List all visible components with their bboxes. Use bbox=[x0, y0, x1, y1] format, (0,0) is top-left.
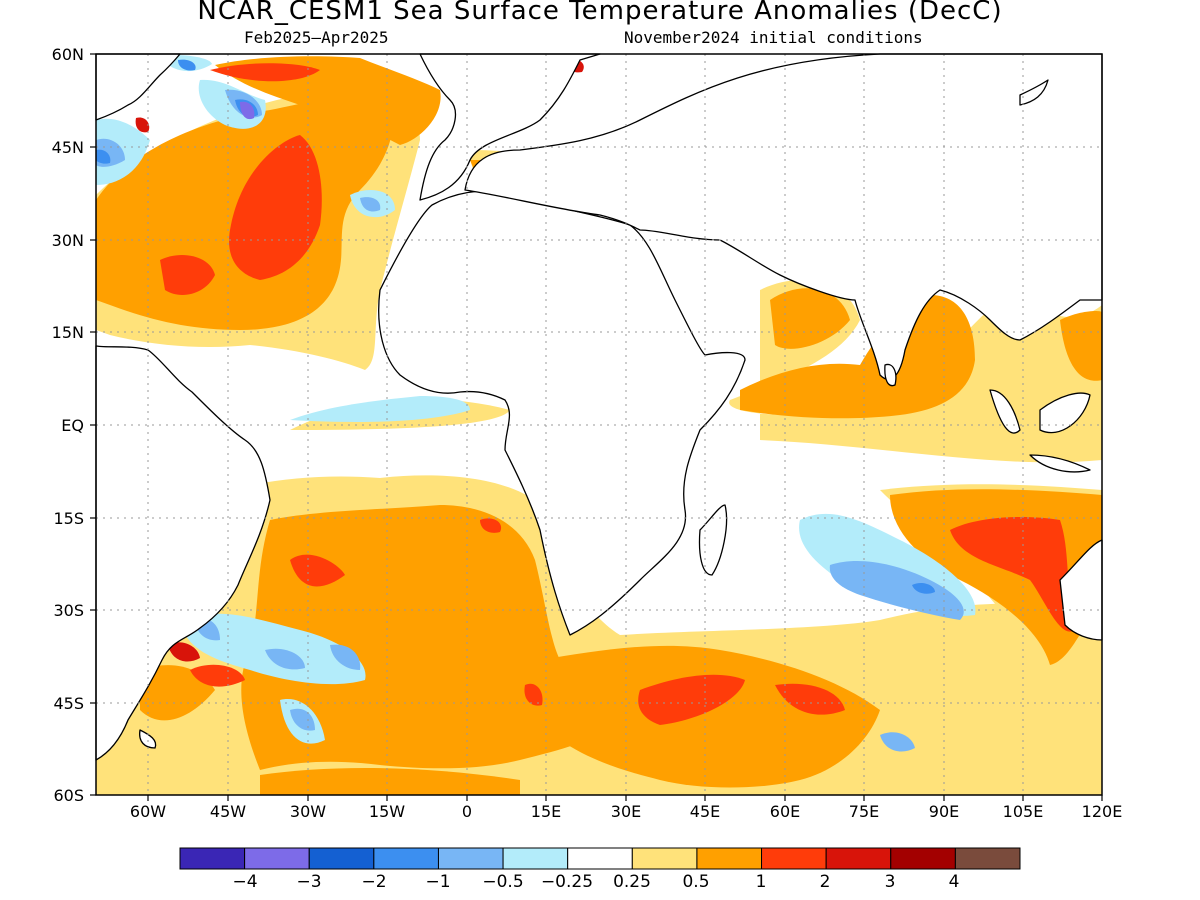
lon-label: 105E bbox=[1002, 802, 1044, 821]
colorbar-swatch bbox=[437, 847, 504, 870]
colorbar-swatch bbox=[308, 847, 375, 870]
lat-label: 45N bbox=[51, 138, 84, 157]
lat-label: 60S bbox=[53, 786, 84, 805]
lon-label: 45W bbox=[209, 802, 247, 821]
colorbar-swatch bbox=[502, 847, 569, 870]
colorbar-swatch bbox=[954, 847, 1021, 870]
lat-label: EQ bbox=[61, 416, 84, 435]
colorbar-swatch bbox=[761, 847, 827, 870]
lon-label: 45E bbox=[689, 802, 721, 821]
colorbar-label: −4 bbox=[232, 872, 258, 892]
colorbar-label: −2 bbox=[361, 872, 387, 892]
colorbar-label: 2 bbox=[819, 872, 831, 892]
colorbar-swatch bbox=[825, 847, 892, 870]
axis-ticks bbox=[90, 53, 1103, 801]
colorbar-label: −0.25 bbox=[540, 872, 594, 892]
lon-label: 30W bbox=[289, 802, 327, 821]
lat-label: 30N bbox=[51, 231, 84, 250]
lon-label: 15W bbox=[368, 802, 406, 821]
colorbar-label: −1 bbox=[425, 872, 451, 892]
colorbar-swatch bbox=[373, 847, 439, 870]
lat-label: 15N bbox=[51, 323, 84, 342]
colorbar-label: 0.5 bbox=[682, 872, 710, 892]
lon-label: 30E bbox=[610, 802, 642, 821]
lon-label: 60W bbox=[129, 802, 167, 821]
colorbar-label: 0.25 bbox=[613, 872, 651, 892]
lon-label: 75E bbox=[848, 802, 880, 821]
colorbar-label: 1 bbox=[755, 872, 767, 892]
lat-label: 30S bbox=[53, 601, 84, 620]
lon-label: 90E bbox=[928, 802, 960, 821]
lon-label: 15E bbox=[530, 802, 562, 821]
lat-label: 60N bbox=[51, 45, 84, 64]
initial-conditions: November2024 initial conditions bbox=[624, 28, 923, 47]
colorbar-swatch bbox=[696, 847, 763, 870]
lat-label: 15S bbox=[53, 509, 84, 528]
colorbar-swatch bbox=[179, 847, 246, 870]
colorbar-swatch bbox=[244, 847, 310, 870]
colorbar-swatch bbox=[631, 847, 698, 870]
colorbar-label: 4 bbox=[948, 872, 960, 892]
colorbar-swatch bbox=[567, 847, 633, 870]
forecast-period: Feb2025–Apr2025 bbox=[244, 28, 389, 47]
colorbar bbox=[179, 847, 1021, 870]
lon-label: 120E bbox=[1081, 802, 1123, 821]
colorbar-label: 3 bbox=[884, 872, 896, 892]
colorbar-label: −3 bbox=[296, 872, 322, 892]
lat-label: 45S bbox=[53, 694, 84, 713]
colorbar-swatch bbox=[890, 847, 956, 870]
lon-label: 0 bbox=[461, 802, 473, 821]
colorbar-label: −0.5 bbox=[482, 872, 524, 892]
lon-label: 60E bbox=[769, 802, 801, 821]
coastlines bbox=[95, 53, 1103, 761]
map-title: NCAR_CESM1 Sea Surface Temperature Anoma… bbox=[197, 0, 1003, 26]
gridlines bbox=[96, 54, 1102, 795]
